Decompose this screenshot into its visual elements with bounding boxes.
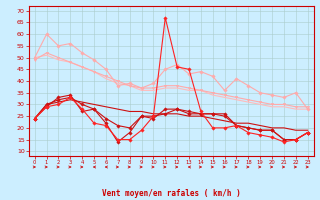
Text: Vent moyen/en rafales ( km/h ): Vent moyen/en rafales ( km/h ) [102,189,241,198]
